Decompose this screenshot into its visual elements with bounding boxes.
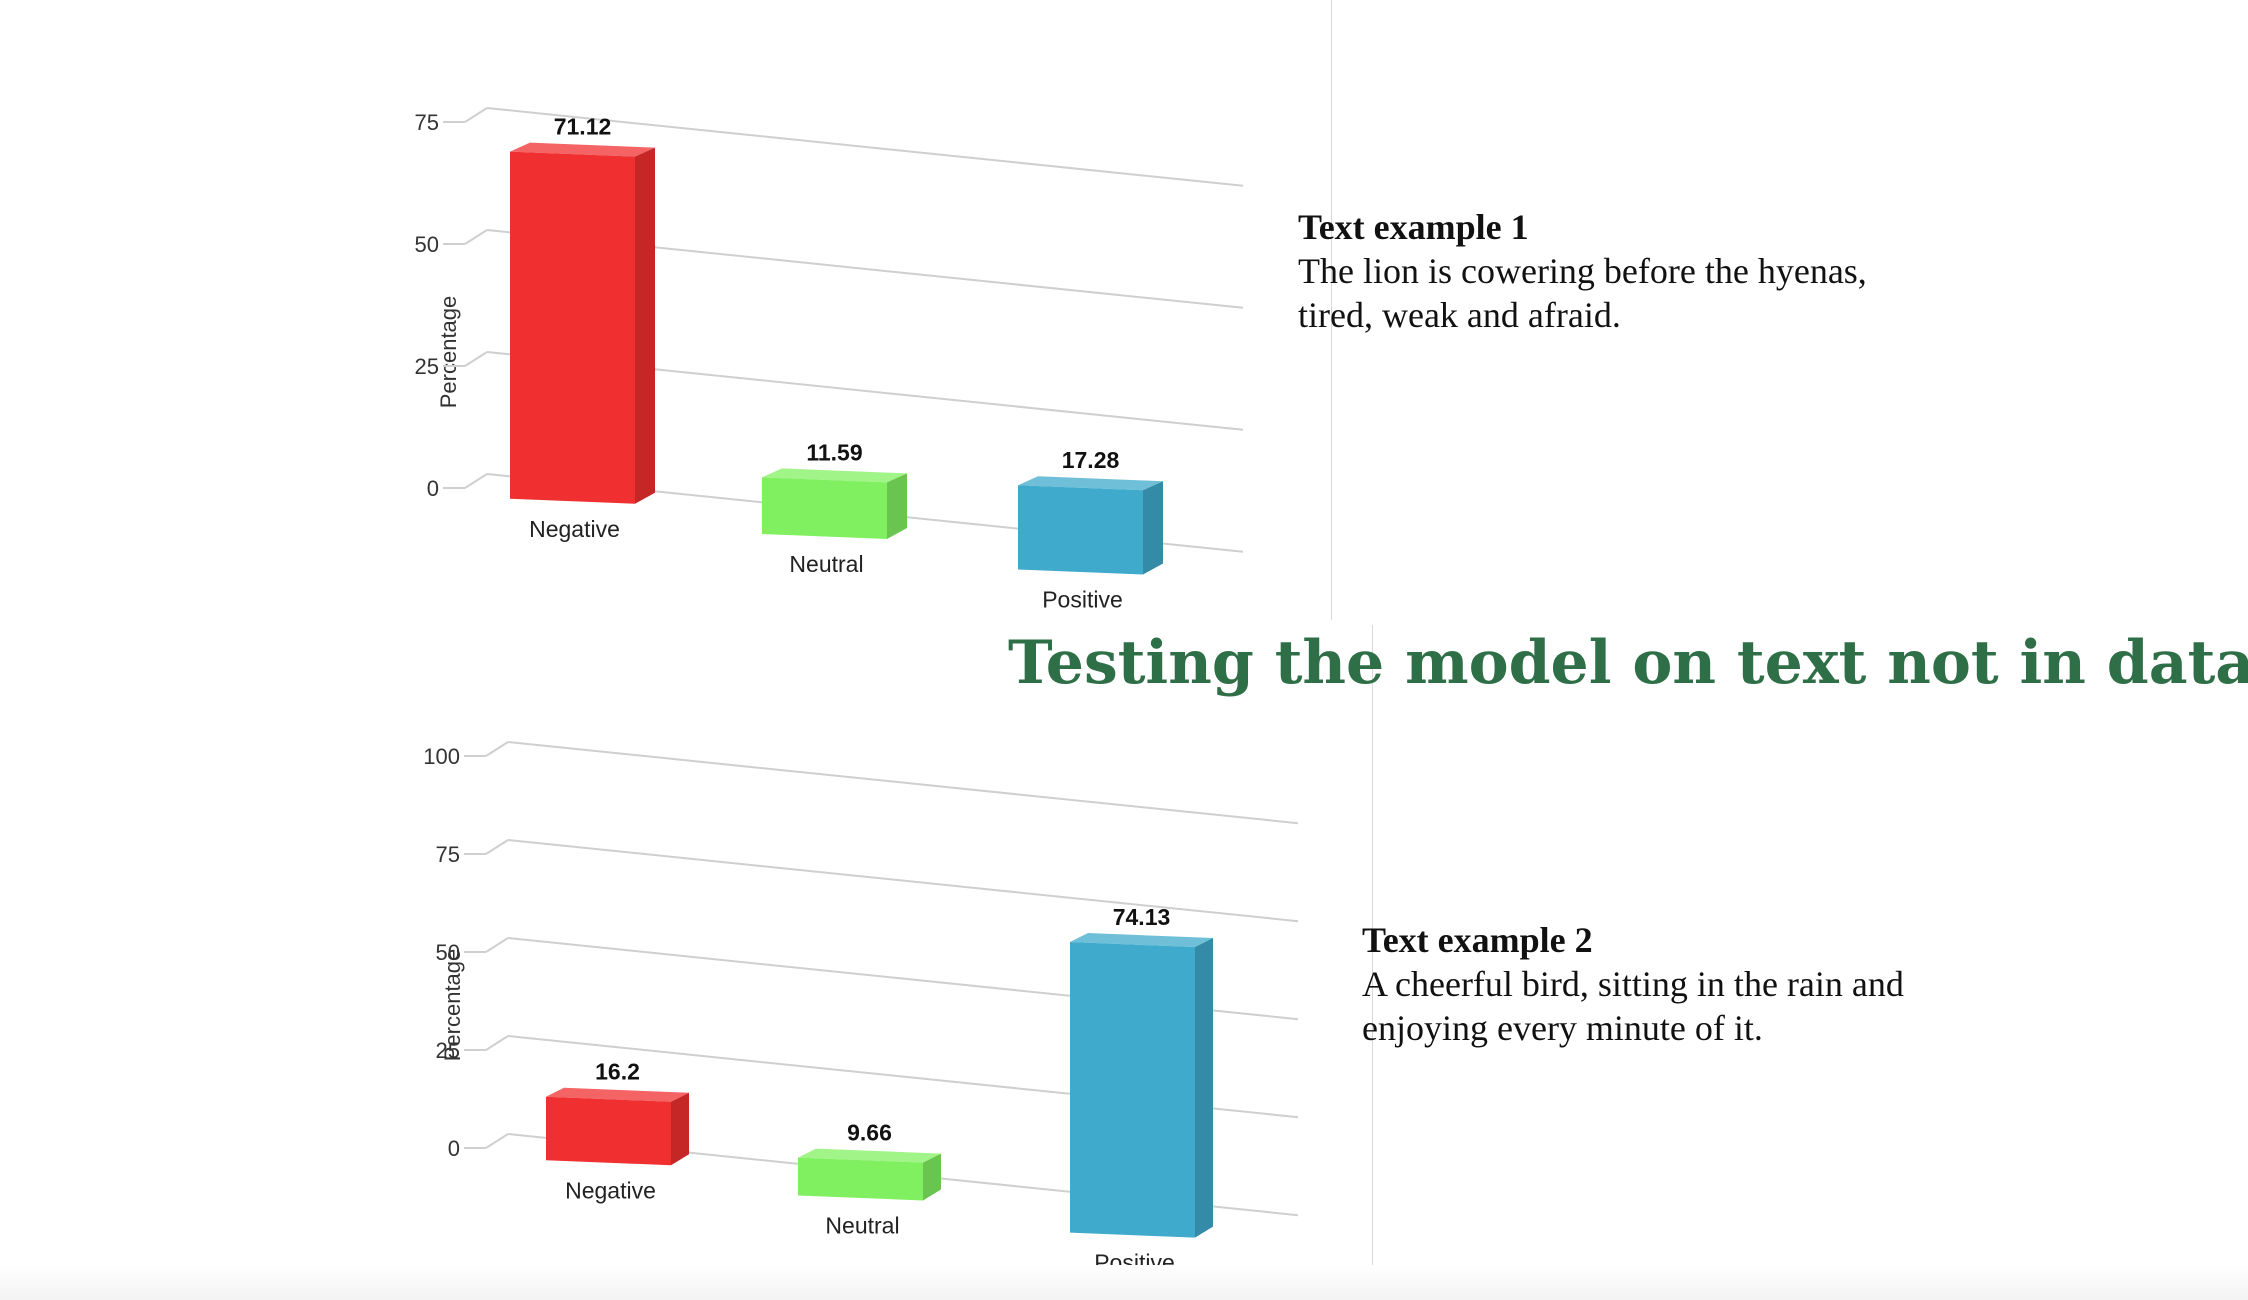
chart-1-y-tick-label: 0	[427, 476, 439, 501]
chart-2-bar-positive	[1070, 942, 1195, 1238]
chart-2-y-tick-label: 0	[448, 1136, 460, 1161]
chart-2-grid-depth	[485, 741, 509, 757]
text-example-1-heading: Text example 1	[1298, 207, 1529, 247]
chart-2-bar-negative-top	[546, 1087, 689, 1102]
chart-2-gridline	[507, 839, 1299, 923]
chart-2-y-tick-label: 50	[436, 940, 460, 965]
chart-2-bar-neutral-side	[923, 1153, 941, 1201]
bottom-shade	[0, 1265, 2248, 1300]
text-example-1: Text example 1 The lion is cowering befo…	[1298, 205, 1867, 337]
chart-1-bar-positive	[1018, 485, 1143, 575]
chart-1-category-label-negative: Negative	[529, 516, 620, 542]
chart-1-y-tick-label: 50	[415, 232, 439, 257]
chart-2-bar-neutral	[798, 1157, 923, 1201]
chart-2-data-label-negative: 16.2	[595, 1059, 640, 1085]
chart-2-category-label-negative: Negative	[565, 1177, 656, 1203]
chart-2-grid-depth	[485, 839, 509, 855]
chart-1-category-label-positive: Positive	[1042, 587, 1123, 613]
chart-1-grid-depth	[464, 473, 488, 489]
chart-2-y-tick-label: 75	[436, 842, 460, 867]
chart-2-grid-depth	[485, 937, 509, 953]
chart-1-y-tick-label: 75	[415, 110, 439, 135]
chart-2-data-label-neutral: 9.66	[847, 1120, 892, 1146]
chart-2-bar-neutral-top	[798, 1148, 941, 1163]
chart-1-bar-positive-top	[1018, 476, 1163, 491]
text-example-2: Text example 2 A cheerful bird, sitting …	[1362, 918, 1904, 1050]
chart-2-category-label-neutral: Neutral	[825, 1212, 899, 1238]
chart-1-y-tick-label: 25	[415, 354, 439, 379]
chart-1-grid-depth	[464, 229, 488, 245]
chart-1-bar-neutral	[762, 477, 887, 539]
chart-1-gridline	[486, 107, 1244, 187]
chart-1-bar-negative-top	[510, 142, 655, 157]
chart-2-gridline	[507, 741, 1299, 825]
chart-1-bar-negative	[510, 151, 635, 504]
chart-2-y-tick-label: 100	[423, 744, 460, 769]
chart-1-y-axis-label: Percentage	[436, 296, 461, 409]
chart-1-data-label-positive: 17.28	[1062, 447, 1120, 473]
text-example-1-line-2: tired, weak and afraid.	[1298, 295, 1621, 335]
chart-1-category-label-neutral: Neutral	[789, 551, 863, 577]
divider-line-top	[1331, 0, 1332, 620]
slide-title: Testing the model on text not in dataset	[1008, 628, 2248, 698]
chart-1-bar-negative-side	[635, 147, 655, 504]
text-example-2-line-2: enjoying every minute of it.	[1362, 1008, 1763, 1048]
chart-1-grid-depth	[464, 351, 488, 367]
chart-2-grid-depth	[485, 1133, 509, 1149]
chart-2-bar-negative	[546, 1096, 671, 1166]
chart-2-y-tick-label: 25	[436, 1038, 460, 1063]
chart-2-y-axis-label: Percentage	[440, 949, 465, 1062]
chart-1-bar-positive-side	[1143, 481, 1163, 575]
text-example-1-line-1: The lion is cowering before the hyenas,	[1298, 251, 1867, 291]
text-example-2-heading: Text example 2	[1362, 920, 1593, 960]
chart-2-bar-positive-side	[1195, 938, 1213, 1238]
divider-line-bottom	[1372, 625, 1373, 1295]
chart-1-data-label-negative: 71.12	[554, 114, 612, 140]
chart-1-bar-neutral-side	[887, 473, 907, 539]
text-example-2-line-1: A cheerful bird, sitting in the rain and	[1362, 964, 1904, 1004]
chart-2-data-label-positive: 74.13	[1113, 904, 1171, 930]
chart-2-bar-negative-side	[671, 1092, 689, 1166]
chart-1-bar-neutral-top	[762, 468, 907, 483]
chart-1-grid-depth	[464, 107, 488, 123]
chart-2-bar-positive-top	[1070, 933, 1213, 948]
chart-2-grid-depth	[485, 1035, 509, 1051]
chart-1-data-label-neutral: 11.59	[806, 439, 862, 465]
